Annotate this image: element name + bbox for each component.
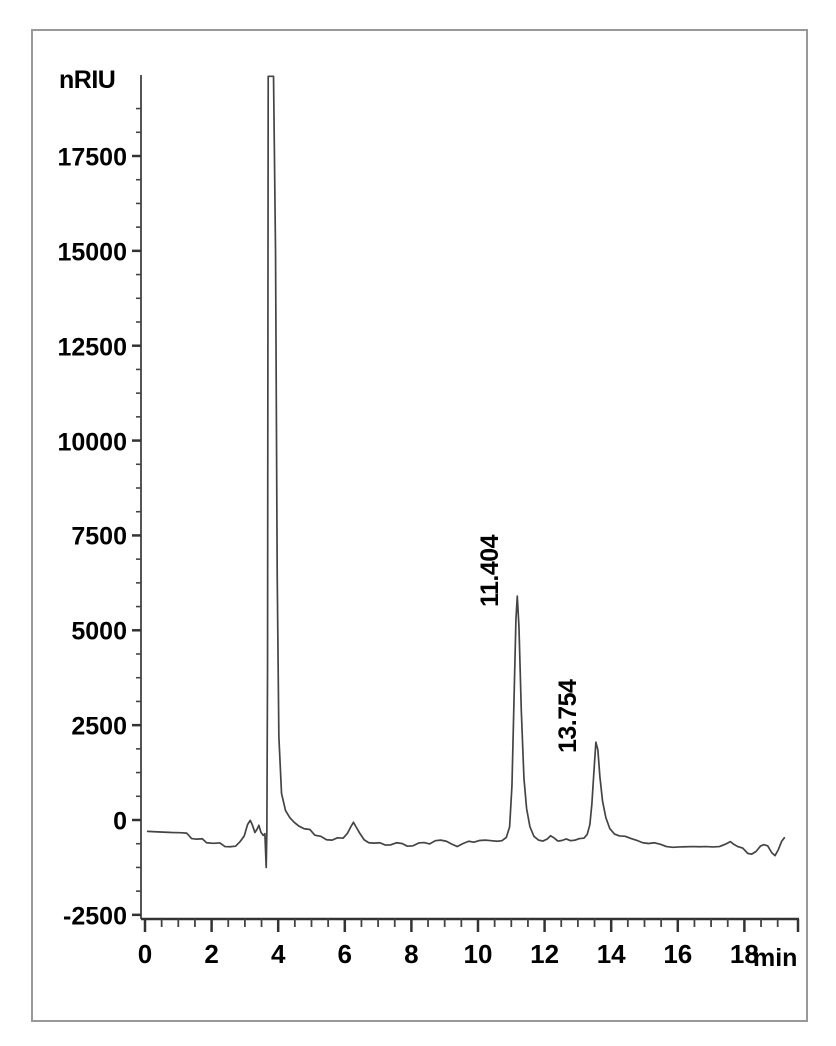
y-tick-label: 2500 bbox=[71, 712, 127, 741]
x-axis-unit-label: min bbox=[753, 944, 798, 972]
x-tick-label: 16 bbox=[663, 939, 693, 969]
y-tick-label: 0 bbox=[113, 807, 127, 836]
axes-group bbox=[132, 75, 800, 932]
x-tick-label: 6 bbox=[337, 939, 353, 969]
y-tick-label: 17500 bbox=[57, 143, 127, 172]
x-tick-label: 18 bbox=[729, 939, 759, 969]
x-tick-label: 0 bbox=[137, 939, 153, 969]
x-tick-label: 10 bbox=[463, 939, 493, 969]
figure-frame: nRIU min -2500 0 2500 5000 7500 10000 12500 150… bbox=[31, 29, 808, 1022]
y-tick-label: 10000 bbox=[57, 428, 127, 457]
y-tick-label: 7500 bbox=[71, 522, 127, 551]
x-tick-label: 2 bbox=[204, 939, 219, 969]
peak-annotation: 11.404 bbox=[475, 535, 504, 608]
x-tick-label: 4 bbox=[270, 939, 286, 969]
x-tick-label: 14 bbox=[596, 939, 626, 969]
chromatogram-plot bbox=[132, 75, 800, 932]
y-tick-label: 15000 bbox=[57, 238, 127, 267]
y-tick-label: 5000 bbox=[71, 617, 127, 646]
y-axis-unit-label: nRIU bbox=[59, 66, 116, 94]
y-tick-label: 12500 bbox=[57, 333, 127, 362]
x-tick-label: 8 bbox=[404, 939, 419, 969]
signal-trace bbox=[146, 75, 786, 869]
y-tick-label: -2500 bbox=[63, 902, 127, 931]
peak-annotation: 13.754 bbox=[553, 679, 582, 754]
x-tick-label: 12 bbox=[530, 939, 560, 969]
